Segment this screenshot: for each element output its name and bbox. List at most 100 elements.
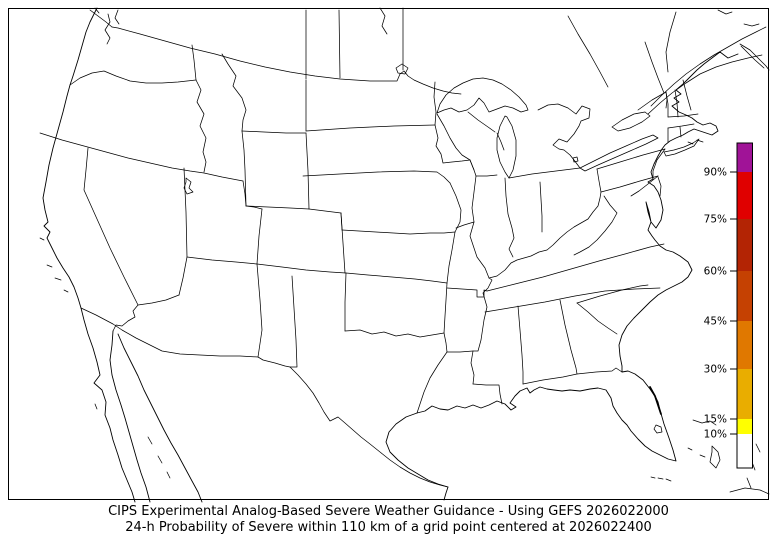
- state-border-ky-tn-va-nc: [486, 243, 665, 292]
- state-border-nd-sd: [305, 124, 436, 132]
- state-border-ca-nv: [83, 147, 139, 306]
- state-border-il-in: [504, 177, 515, 258]
- state-border-wy-east: [305, 132, 310, 210]
- state-border-tx-la: [416, 351, 448, 414]
- colorbar-segment: [737, 434, 753, 468]
- state-border-sd-ne: [302, 170, 451, 184]
- colorbar-tick-label: 10%: [704, 429, 727, 441]
- bimini-islets: [687, 447, 706, 458]
- atlantic-gulf-coastline: [385, 51, 739, 501]
- nova-scotia: [739, 43, 770, 71]
- caption-line-1: CIPS Experimental Analog-Based Severe We…: [108, 504, 669, 519]
- long-island: [663, 138, 700, 157]
- state-border-ga-sc: [576, 302, 618, 335]
- state-border-vt-nh: [674, 89, 679, 118]
- province-border-line: [338, 9, 341, 79]
- florida-barrier-island: [649, 386, 662, 415]
- state-border-mn-ia-east: [469, 159, 475, 171]
- state-border-red-river-tx-ok: [344, 329, 445, 338]
- colorbar: 90% 75% 60% 45% 30% 15% 10%: [704, 142, 753, 469]
- bahamas-abaco: [692, 419, 717, 426]
- baja-inner-coastline: [109, 330, 151, 503]
- colorbar-tick-label: 15%: [704, 414, 727, 426]
- state-border-wy-west: [241, 130, 247, 207]
- state-border-oh-pa: [596, 168, 602, 193]
- state-border-ohio-river: [488, 191, 602, 279]
- florida-keys: [650, 476, 672, 482]
- us-mexico-border-west: [80, 307, 291, 368]
- colorbar-segment: [737, 419, 753, 434]
- state-border-co-north: [308, 208, 342, 214]
- state-border-wi-il: [475, 174, 498, 177]
- lake-erie: [579, 134, 659, 172]
- st-lawrence-north-shore: [650, 26, 767, 107]
- maine-quebec-border: [644, 41, 665, 94]
- state-border-ne-co: [340, 212, 343, 231]
- state-border-mn-west: [434, 124, 471, 164]
- state-border-ia-mo: [455, 221, 475, 229]
- rio-grande: [289, 366, 449, 488]
- state-border-potomac: [630, 175, 659, 197]
- puget-sound-lines: [89, 7, 120, 45]
- state-border-37n: [186, 256, 448, 284]
- state-border-wa-or: [69, 70, 197, 86]
- new-york-quebec-border: [637, 91, 667, 111]
- mexico-mainland-coastline: [117, 333, 203, 503]
- map-frame: [8, 8, 769, 500]
- ottawa-river: [567, 15, 609, 88]
- colorbar-segment: [737, 321, 753, 369]
- colorbar-tick-label: 45%: [704, 316, 727, 328]
- figure-caption: CIPS Experimental Analog-Based Severe We…: [0, 504, 777, 535]
- colorbar-segment: [737, 271, 753, 321]
- state-border-nc-sc: [576, 284, 649, 304]
- channel-islands: [39, 237, 69, 293]
- green-bay: [496, 132, 505, 151]
- colorbar-segment: [737, 172, 753, 219]
- state-borders-group: [39, 44, 699, 414]
- state-border-ma-south: [667, 123, 695, 129]
- state-border-mi-south: [508, 167, 581, 179]
- state-border-ks-mo: [446, 231, 456, 284]
- state-border-al-ga: [559, 299, 578, 375]
- colorbar-tick-label: 75%: [704, 214, 727, 226]
- colorbar-tick-label: 60%: [704, 266, 727, 278]
- lake-okeechobee: [653, 424, 663, 434]
- state-border-wa-id: [191, 44, 197, 81]
- state-border-mississippi-river: [436, 113, 493, 385]
- state-border-nh-me: [682, 79, 692, 111]
- great-salt-lake: [183, 177, 194, 195]
- lake-huron: [537, 103, 591, 169]
- state-border-md-de: [657, 176, 662, 197]
- cuba-north-coast: [729, 487, 770, 495]
- state-border-ct-ri: [667, 126, 682, 143]
- state-border-ma-north: [667, 113, 699, 118]
- state-border-mo-ar: [446, 287, 488, 298]
- state-border-ms-al: [517, 305, 524, 385]
- state-border-az-nm: [256, 263, 263, 358]
- colorbar-outline: [736, 142, 753, 469]
- colorbar-segment: [737, 219, 753, 271]
- mexico-border-group: [80, 294, 449, 488]
- state-border-42n: [39, 132, 244, 182]
- state-border-ok-ar: [443, 282, 448, 334]
- state-border-tx-panhandle-west: [289, 275, 298, 368]
- coastline-group: [39, 7, 739, 503]
- state-border-ok-west: [344, 272, 347, 332]
- state-border-mt-wy: [241, 130, 307, 134]
- caption-line-2: 24-h Probability of Severe within 110 km…: [125, 519, 652, 535]
- state-border-ar-la: [446, 350, 474, 353]
- state-border-ne-ks: [341, 229, 456, 235]
- anticosti-island: [717, 9, 733, 15]
- state-border-tn-south: [484, 287, 661, 313]
- maine-new-brunswick-border: [665, 11, 677, 73]
- colorbar-segment: [737, 369, 753, 419]
- state-border-in-oh: [539, 181, 543, 233]
- bahamas-andros: [709, 445, 721, 469]
- lake-ontario: [611, 111, 651, 132]
- state-border-pa-ny: [596, 148, 666, 170]
- state-border-or-id: [195, 79, 207, 173]
- colorbar-tick-label: 30%: [704, 364, 727, 376]
- state-border-tx-ar: [443, 332, 448, 353]
